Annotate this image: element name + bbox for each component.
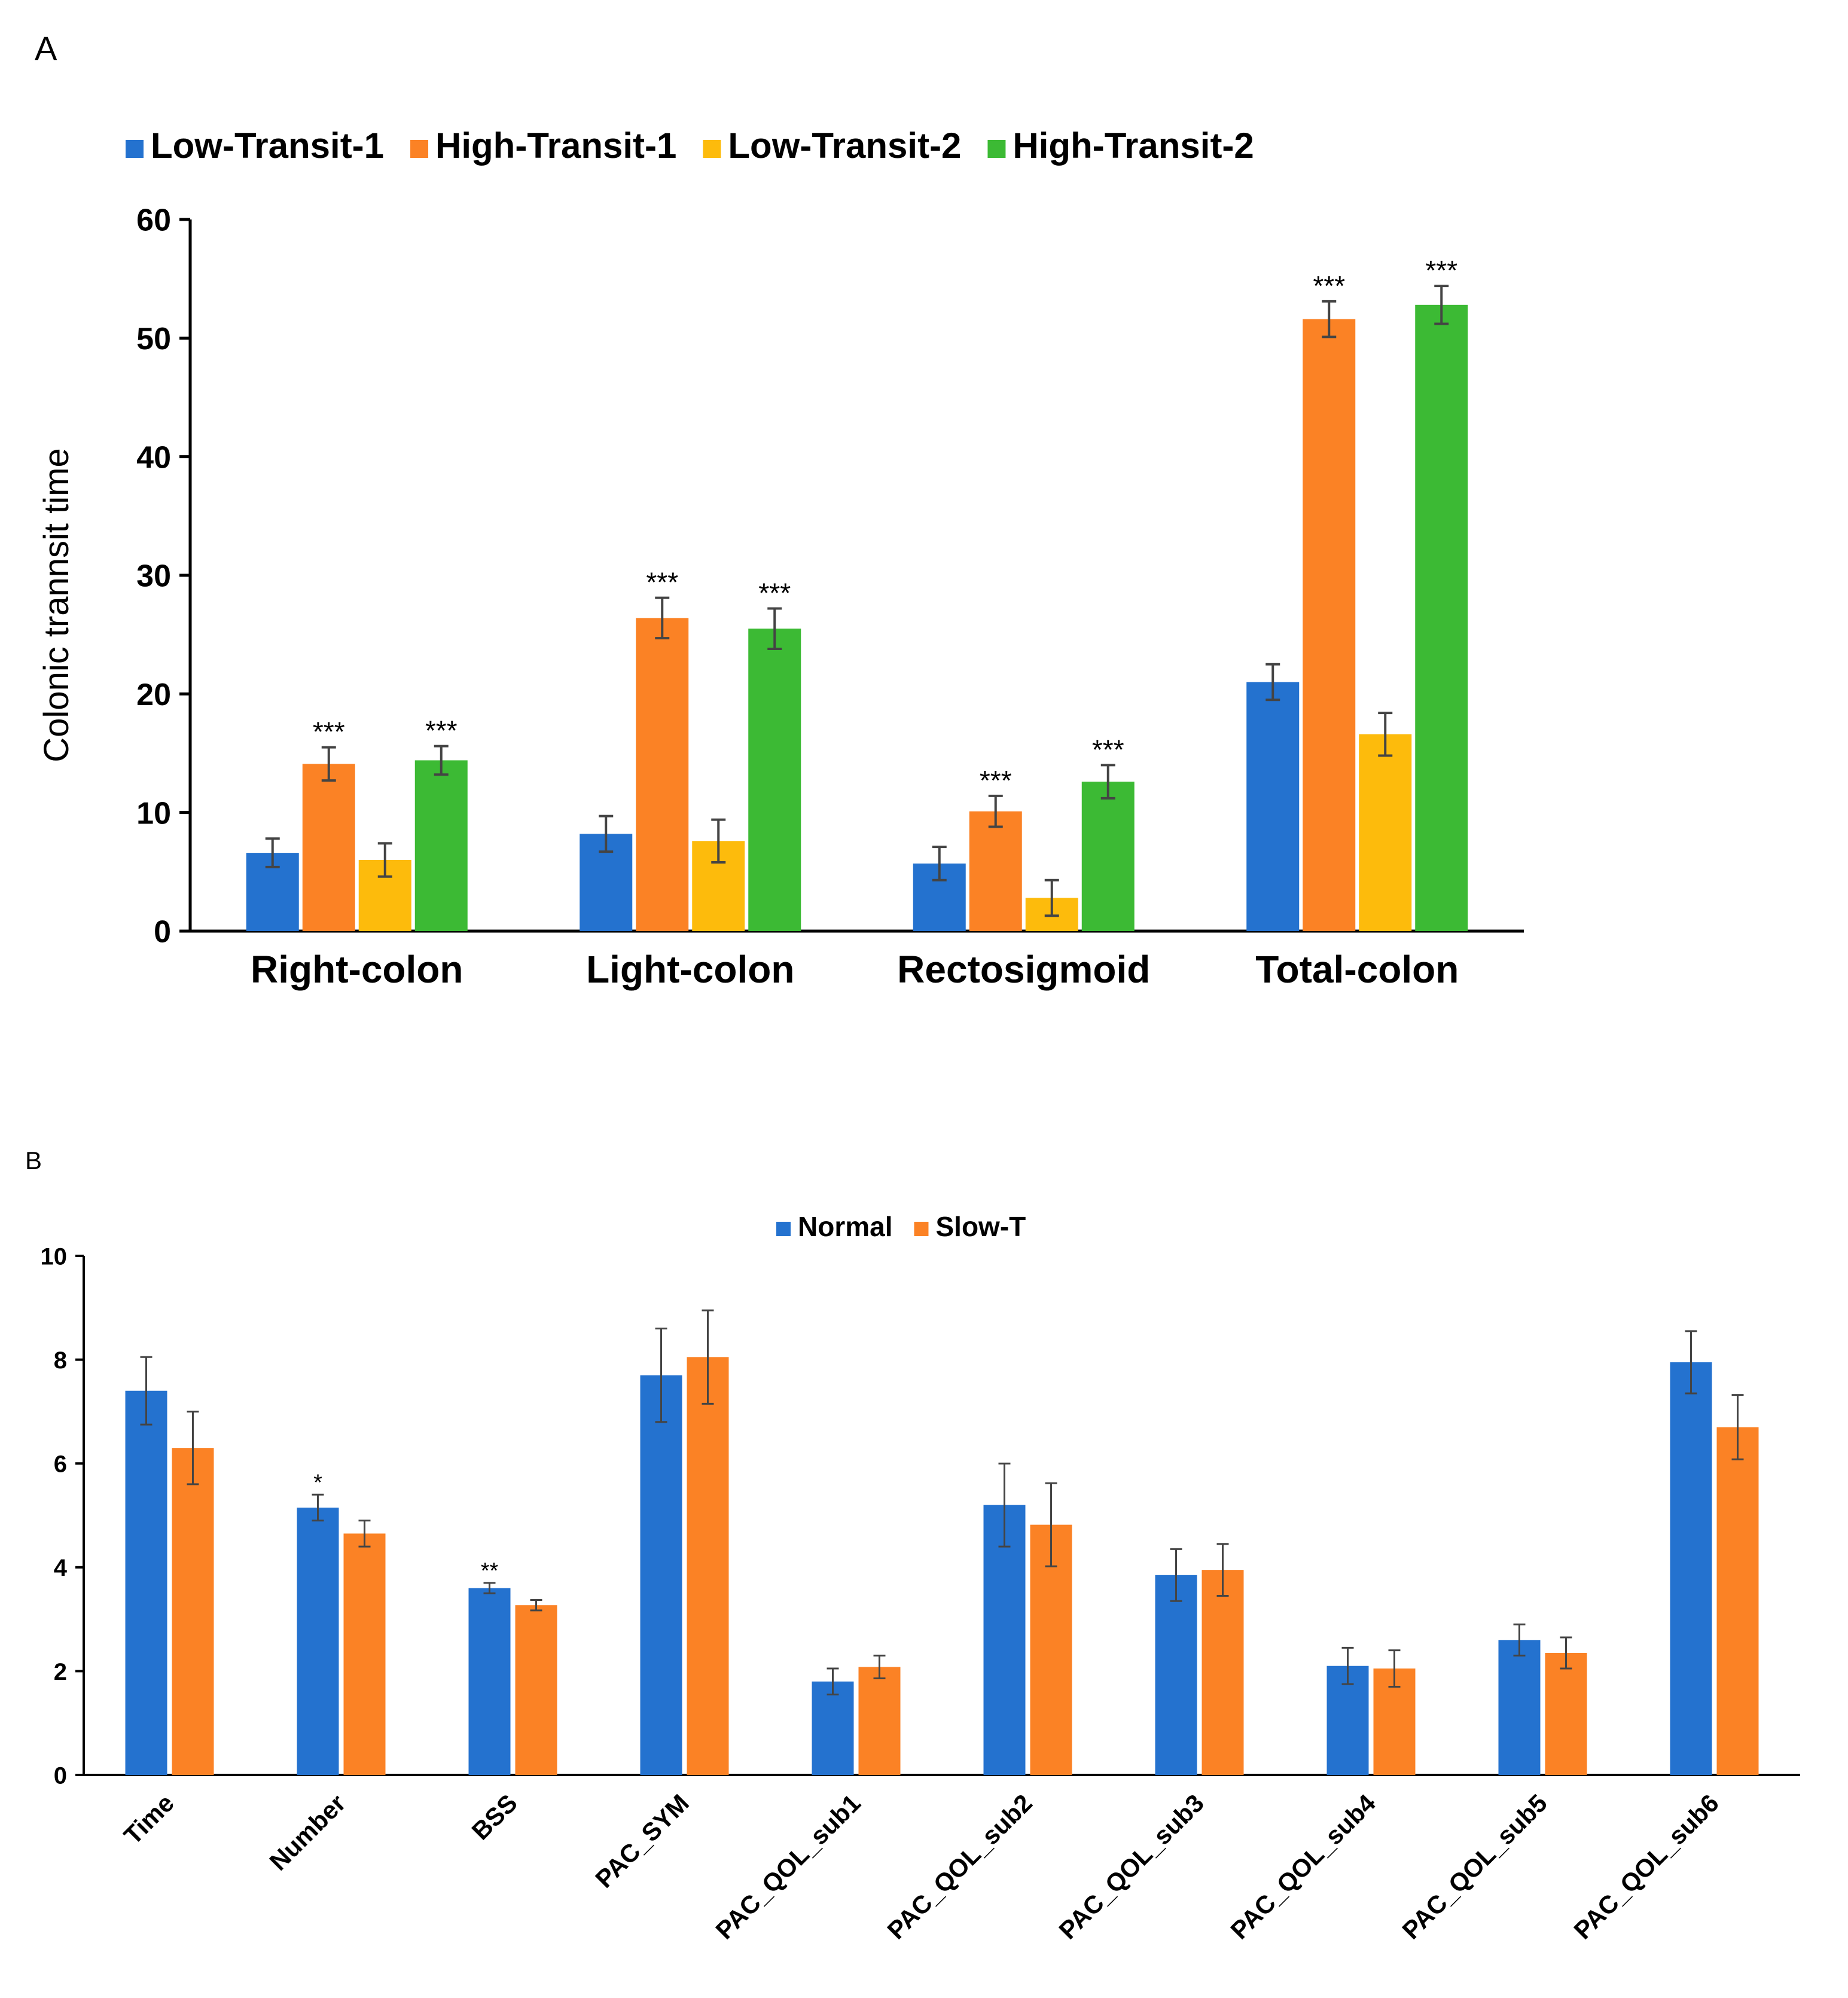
- chart-a-bar-high-transit-1-light-colon: [636, 618, 689, 931]
- chart-b-bars: [125, 1357, 1759, 1775]
- chart-b-x-tick-label: Number: [264, 1789, 350, 1875]
- chart-a-y-tick-label: 0: [154, 915, 171, 950]
- chart-b-y-tick-label: 8: [54, 1347, 67, 1374]
- panel-a-label: A: [35, 29, 57, 67]
- chart-b-legend: Normal Slow-T: [776, 1211, 1026, 1242]
- chart-b-bar-normal-pac-qol-sub6: [1670, 1362, 1712, 1775]
- chart-b-x-tick-label: PAC_SYM: [590, 1789, 694, 1893]
- chart-b-bar-slow-t-bss: [515, 1605, 557, 1775]
- chart-a-legend-swatch-low-transit-1: [126, 140, 144, 158]
- chart-b-legend-swatch-normal: [776, 1222, 791, 1236]
- chart-b-bar-normal-pac-qol-sub1: [812, 1681, 854, 1775]
- chart-b-x-tick-labels: Time Number BSS PAC_SYM PAC_QOL_sub1 PAC_QOL_…: [118, 1789, 1724, 1945]
- chart-a-significance-label: ***: [758, 578, 791, 609]
- chart-a-bar-high-transit-2-rectosigmoid: [1081, 782, 1135, 931]
- chart-a-y-axis-label: Colonic trannsit time: [37, 448, 76, 762]
- chart-a-y-tick-label: 40: [136, 440, 171, 475]
- chart-a-legend-swatch-low-transit-2: [703, 140, 721, 158]
- chart-b-y-tick-label: 6: [54, 1451, 67, 1478]
- chart-a-x-tick-label: Light-colon: [586, 948, 794, 991]
- chart-b-bar-normal-number: [297, 1507, 339, 1775]
- chart-a-legend-label-high-transit-2: High-Transit-2: [1013, 126, 1254, 166]
- chart-a-bar-high-transit-1-total-colon: [1303, 319, 1356, 931]
- chart-a-legend-swatch-high-transit-1: [410, 140, 429, 158]
- chart-b-bar-slow-t-number: [343, 1533, 386, 1775]
- chart-a-x-tick-label: Total-colon: [1255, 948, 1459, 991]
- chart-a-y-tick-label: 50: [136, 322, 171, 356]
- chart-b-x-tick-label: PAC_QOL_sub4: [1225, 1789, 1381, 1945]
- chart-a-y-tick-label: 10: [136, 796, 171, 831]
- chart-a-legend: Low-Transit-1 High-Transit-1 Low-Transit-2…: [126, 126, 1254, 166]
- chart-a-bar-high-transit-1-right-colon: [302, 764, 355, 931]
- chart-a-legend-swatch-high-transit-2: [987, 140, 1006, 158]
- chart-a-error-bars: [265, 285, 1449, 917]
- chart-b-error-bars: [140, 1309, 1744, 1695]
- chart-a-legend-label-low-transit-1: Low-Transit-1: [151, 126, 384, 166]
- chart-b-bar-slow-t-pac-qol-sub1: [858, 1667, 901, 1775]
- chart-a-significance-label: ***: [1092, 734, 1124, 765]
- chart-b-bar-slow-t-pac-qol-sub6: [1716, 1427, 1759, 1775]
- chart-b-bar-normal-pac-qol-sub3: [1155, 1575, 1197, 1775]
- chart-b-bar-slow-t-time: [172, 1448, 214, 1775]
- chart-b-bar-normal-pac-qol-sub5: [1498, 1640, 1541, 1775]
- chart-a-y-tick-label: 30: [136, 559, 171, 594]
- chart-b-bar-normal-pac-qol-sub2: [983, 1505, 1026, 1775]
- chart-b-x-tick-label: PAC_QOL_sub2: [882, 1789, 1037, 1944]
- chart-b-significance-label: **: [481, 1558, 499, 1584]
- chart-a-legend-label-low-transit-2: Low-Transit-2: [728, 126, 961, 166]
- chart-b-bar-slow-t-pac-sym: [687, 1357, 729, 1775]
- chart-b-bar-slow-t-pac-qol-sub5: [1545, 1653, 1587, 1775]
- chart-b-x-tick-label: PAC_QOL_sub5: [1396, 1789, 1552, 1944]
- chart-b-y-tick-label: 4: [54, 1555, 68, 1581]
- chart-b-y-tick-label: 0: [54, 1762, 67, 1789]
- chart-b-x-tick-label: PAC_QOL_sub1: [710, 1789, 865, 1944]
- chart-b-bar-slow-t-pac-qol-sub3: [1201, 1570, 1244, 1775]
- chart-a-bar-low-transit-2-total-colon: [1359, 734, 1412, 931]
- chart-a-bar-high-transit-1-rectosigmoid: [969, 811, 1022, 931]
- chart-b-y-tick-label: 2: [54, 1659, 67, 1685]
- chart-a-bar-low-transit-1-total-colon: [1246, 682, 1300, 931]
- chart-a-x-tick-label: Right-colon: [251, 948, 463, 991]
- chart-a-axes: 0 10 20 30 40 50 60: [136, 203, 1524, 950]
- chart-a-significance-label: ***: [980, 765, 1012, 796]
- chart-b-bar-normal-time: [125, 1390, 167, 1775]
- chart-b-x-tick-label: BSS: [466, 1789, 523, 1845]
- chart-b-y-tick-label: 10: [41, 1243, 68, 1270]
- chart-b-bar-normal-bss: [468, 1588, 511, 1775]
- chart-b-annotations: ***: [313, 1470, 498, 1584]
- chart-b-x-tick-label: Time: [118, 1789, 179, 1850]
- chart-a-significance-label: ***: [1425, 255, 1457, 286]
- chart-b-x-tick-label: PAC_QOL_sub6: [1568, 1789, 1724, 1944]
- chart-a-significance-label: ***: [1313, 270, 1345, 301]
- chart-a-significance-label: ***: [313, 716, 345, 748]
- chart-a-bar-high-transit-2-light-colon: [748, 629, 801, 931]
- chart-b-bar-normal-pac-sym: [640, 1375, 682, 1775]
- chart-a-x-tick-labels: Right-colon Light-colon Rectosigmoid Total-…: [251, 948, 1459, 991]
- chart-a-bars: [246, 304, 1468, 931]
- chart-b-legend-label-slow-t: Slow-T: [935, 1211, 1026, 1242]
- chart-b-legend-label-normal: Normal: [798, 1211, 892, 1242]
- chart-a-y-tick-label: 60: [136, 203, 171, 238]
- chart-a-significance-label: ***: [425, 715, 458, 746]
- chart-a-annotations: *** *** *** *** *** *** *** ***: [313, 255, 1457, 796]
- chart-b-x-tick-label: PAC_QOL_sub3: [1053, 1789, 1209, 1944]
- chart-a-y-tick-label: 20: [136, 678, 171, 712]
- chart-a-bar-high-transit-2-right-colon: [414, 760, 468, 931]
- chart-a-legend-label-high-transit-1: High-Transit-1: [435, 126, 676, 166]
- chart-a-significance-label: ***: [646, 567, 678, 598]
- chart-a-bar-high-transit-2-total-colon: [1415, 304, 1468, 931]
- chart-b-legend-swatch-slow-t: [914, 1222, 929, 1236]
- chart-b-significance-label: *: [313, 1470, 322, 1495]
- panel-b-label: B: [25, 1146, 42, 1175]
- chart-a-x-tick-label: Rectosigmoid: [897, 948, 1150, 991]
- chart-a: Colonic trannsit time Low-Transit-1 High-…: [37, 126, 1524, 991]
